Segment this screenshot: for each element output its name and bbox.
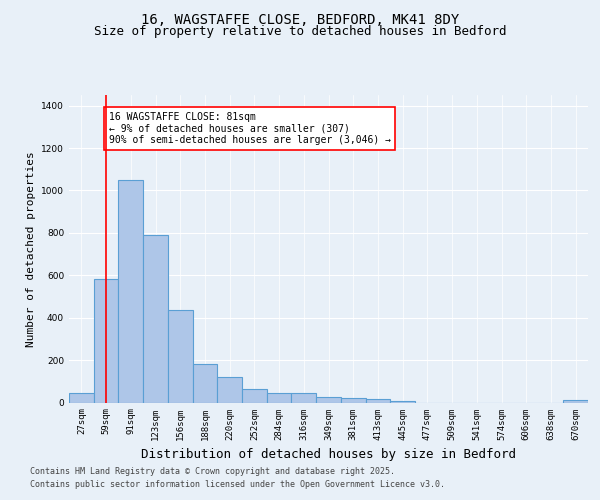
Text: Contains public sector information licensed under the Open Government Licence v3: Contains public sector information licen… xyxy=(30,480,445,489)
Bar xyxy=(168,310,193,402)
Bar xyxy=(563,400,588,402)
Bar xyxy=(390,400,415,402)
Text: 16, WAGSTAFFE CLOSE, BEDFORD, MK41 8DY: 16, WAGSTAFFE CLOSE, BEDFORD, MK41 8DY xyxy=(141,12,459,26)
X-axis label: Distribution of detached houses by size in Bedford: Distribution of detached houses by size … xyxy=(141,448,516,461)
Bar xyxy=(217,376,242,402)
Bar xyxy=(242,389,267,402)
Bar xyxy=(365,400,390,402)
Bar xyxy=(143,235,168,402)
Bar xyxy=(292,392,316,402)
Text: 16 WAGSTAFFE CLOSE: 81sqm
← 9% of detached houses are smaller (307)
90% of semi-: 16 WAGSTAFFE CLOSE: 81sqm ← 9% of detach… xyxy=(109,112,391,145)
Text: Size of property relative to detached houses in Bedford: Size of property relative to detached ho… xyxy=(94,25,506,38)
Bar xyxy=(94,279,118,402)
Text: Contains HM Land Registry data © Crown copyright and database right 2025.: Contains HM Land Registry data © Crown c… xyxy=(30,468,395,476)
Bar xyxy=(267,392,292,402)
Bar xyxy=(193,364,217,403)
Y-axis label: Number of detached properties: Number of detached properties xyxy=(26,151,35,346)
Bar xyxy=(69,392,94,402)
Bar xyxy=(316,397,341,402)
Bar xyxy=(341,398,365,402)
Bar xyxy=(118,180,143,402)
